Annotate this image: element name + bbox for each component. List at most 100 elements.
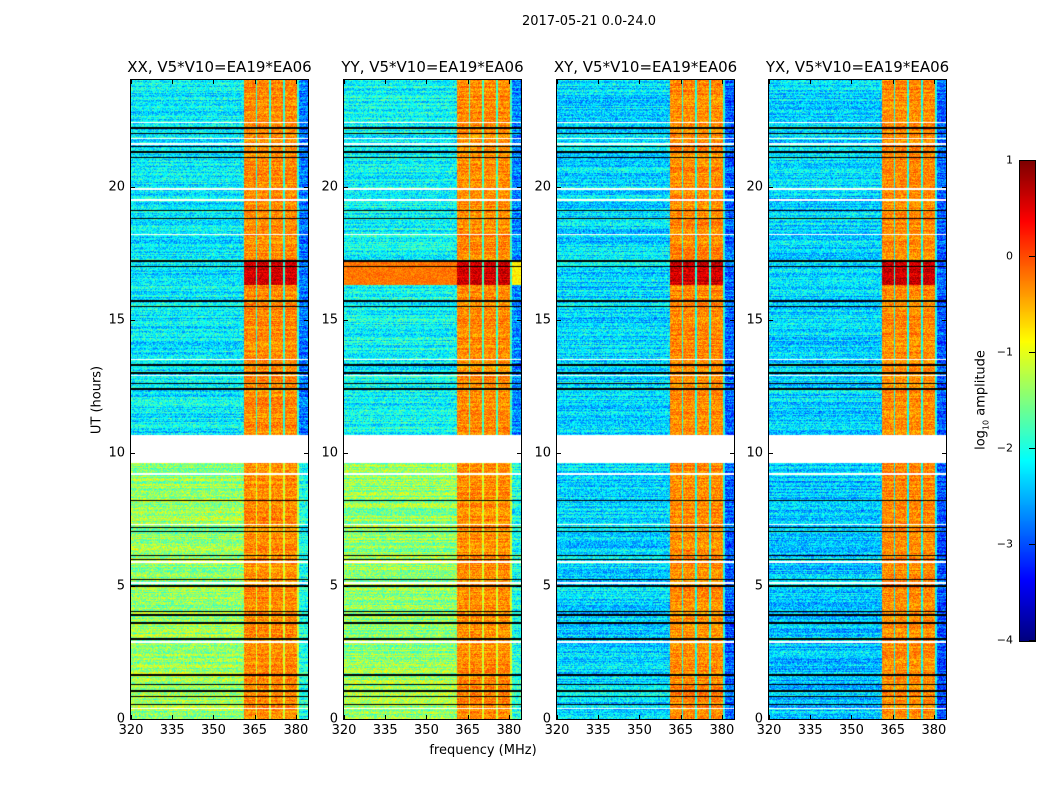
y-tick-label: 5 <box>754 578 763 594</box>
y-tick-label: 20 <box>534 179 551 194</box>
figure-title: 2017-05-21 0.0-24.0 <box>522 14 656 29</box>
x-tick-label: 335 <box>585 723 611 738</box>
x-tick-mark <box>933 80 935 84</box>
y-tick-label: 10 <box>321 445 338 461</box>
y-tick-label: 20 <box>108 179 125 194</box>
x-tick-mark <box>467 715 469 719</box>
x-tick-mark <box>508 80 510 84</box>
x-tick-label: 380 <box>496 723 522 738</box>
y-tick-mark <box>769 186 773 188</box>
colorbar-tick-mark <box>1029 544 1035 545</box>
y-tick-mark <box>557 186 561 188</box>
x-tick-label: 380 <box>921 723 947 738</box>
y-tick-label: 15 <box>108 312 125 328</box>
x-tick-label: 380 <box>709 723 735 738</box>
x-tick-label: 335 <box>372 723 398 738</box>
x-tick-mark <box>254 715 256 719</box>
y-tick-label: 15 <box>534 312 551 328</box>
colorbar <box>1019 160 1036 642</box>
x-tick-mark <box>769 715 770 719</box>
y-tick-label: 0 <box>754 711 763 727</box>
x-tick-label: 320 <box>544 723 570 738</box>
x-tick-label: 320 <box>756 723 782 738</box>
y-tick-mark <box>344 719 348 720</box>
y-tick-mark <box>557 452 561 454</box>
y-tick-label: 20 <box>746 179 763 194</box>
x-tick-mark <box>385 715 387 719</box>
waterfall-panel-xy <box>556 79 735 720</box>
y-tick-mark <box>304 585 308 587</box>
y-tick-mark <box>517 319 521 321</box>
x-tick-mark <box>213 715 215 719</box>
y-tick-mark <box>344 186 348 188</box>
y-tick-label: 15 <box>321 312 338 328</box>
x-tick-mark <box>892 715 894 719</box>
x-tick-mark <box>426 715 428 719</box>
y-tick-mark <box>344 452 348 454</box>
x-tick-mark <box>810 715 812 719</box>
y-tick-label: 5 <box>542 578 551 594</box>
y-tick-mark <box>730 319 734 321</box>
y-tick-mark <box>304 319 308 321</box>
y-tick-mark <box>304 452 308 454</box>
x-tick-label: 365 <box>880 723 906 738</box>
x-tick-mark <box>213 80 215 84</box>
colorbar-tick-label: −1 <box>996 345 1013 359</box>
x-tick-label: 335 <box>159 723 185 738</box>
y-tick-label: 0 <box>542 711 551 727</box>
x-tick-label: 320 <box>118 723 144 738</box>
y-tick-label: 5 <box>116 578 125 594</box>
x-tick-mark <box>295 80 297 84</box>
y-tick-mark <box>131 452 135 454</box>
y-tick-mark <box>304 186 308 188</box>
x-tick-label: 365 <box>668 723 694 738</box>
y-tick-mark <box>557 585 561 587</box>
colorbar-tick-label: 0 <box>1006 249 1013 263</box>
y-tick-mark <box>730 719 734 720</box>
y-tick-mark <box>730 585 734 587</box>
x-tick-mark <box>295 715 297 719</box>
x-tick-label: 350 <box>627 723 652 738</box>
x-tick-mark <box>933 715 935 719</box>
y-tick-label: 20 <box>321 179 338 194</box>
y-tick-mark <box>942 719 946 720</box>
x-tick-mark <box>769 80 770 84</box>
y-tick-mark <box>730 452 734 454</box>
colorbar-tick-mark <box>1029 256 1035 257</box>
x-tick-mark <box>557 715 558 719</box>
x-tick-mark <box>721 80 723 84</box>
y-tick-mark <box>942 585 946 587</box>
x-tick-label: 320 <box>331 723 357 738</box>
x-tick-mark <box>680 715 682 719</box>
y-tick-mark <box>769 452 773 454</box>
colorbar-tick-label: −3 <box>996 537 1013 551</box>
heatmap-image <box>344 80 521 719</box>
x-tick-mark <box>851 715 853 719</box>
x-tick-mark <box>385 80 387 84</box>
x-tick-mark <box>172 80 174 84</box>
y-tick-mark <box>769 585 773 587</box>
x-tick-label: 365 <box>455 723 481 738</box>
x-tick-mark <box>172 715 174 719</box>
waterfall-panel-yx <box>768 79 947 720</box>
y-tick-mark <box>517 452 521 454</box>
y-tick-label: 0 <box>116 711 125 727</box>
x-tick-mark <box>639 715 641 719</box>
y-tick-mark <box>942 452 946 454</box>
x-tick-label: 350 <box>201 723 226 738</box>
colorbar-tick-mark <box>1029 448 1035 449</box>
y-tick-mark <box>131 319 135 321</box>
x-tick-mark <box>598 80 600 84</box>
y-tick-mark <box>769 719 773 720</box>
y-tick-mark <box>730 186 734 188</box>
y-tick-label: 5 <box>329 578 338 594</box>
panel-title: YX, V5*V10=EA19*EA06 <box>765 58 950 76</box>
y-tick-label: 10 <box>534 445 551 461</box>
x-tick-mark <box>892 80 894 84</box>
y-tick-label: 10 <box>108 445 125 461</box>
colorbar-tick-label: −2 <box>996 441 1013 455</box>
panel-title: XY, V5*V10=EA19*EA06 <box>553 58 738 76</box>
y-tick-label: 15 <box>746 312 763 328</box>
colorbar-tick-mark <box>1029 160 1035 161</box>
y-tick-mark <box>517 585 521 587</box>
